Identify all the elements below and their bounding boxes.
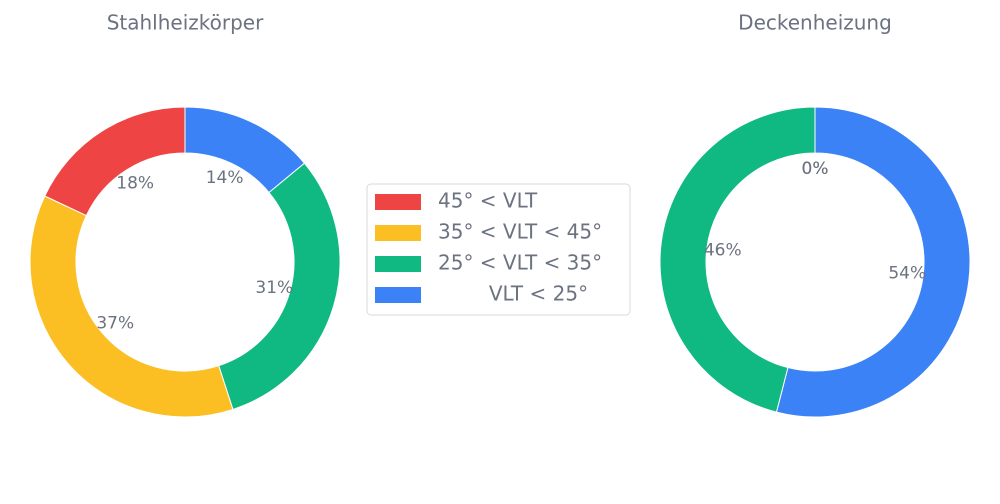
donut-segment [44, 106, 186, 217]
value-label: 54% [888, 264, 926, 284]
value-label: 0% [802, 159, 829, 179]
legend-label: 45° < VLT [438, 189, 538, 213]
legend-label: VLT < 25° [438, 282, 588, 306]
donut-segment [775, 106, 971, 418]
value-label: 37% [96, 314, 134, 334]
donut-segment [659, 106, 816, 413]
chart-title: Deckenheizung [738, 11, 892, 35]
chart-title: Stahlheizkörper [107, 11, 264, 35]
legend-label: 25° < VLT < 35° [438, 251, 602, 275]
value-label: 46% [704, 240, 742, 260]
legend-swatch [375, 225, 421, 241]
value-label: 0% [802, 159, 829, 179]
value-label: 18% [116, 173, 154, 193]
legend-box [366, 183, 631, 316]
legend-swatch [375, 194, 421, 210]
donut-segment [218, 162, 341, 411]
legend-swatch [375, 256, 421, 272]
donut-segment [29, 195, 234, 418]
value-label: 14% [206, 168, 244, 188]
value-label: 31% [255, 278, 293, 298]
legend-label: 35° < VLT < 45° [438, 220, 602, 244]
legend-swatch [375, 287, 421, 303]
